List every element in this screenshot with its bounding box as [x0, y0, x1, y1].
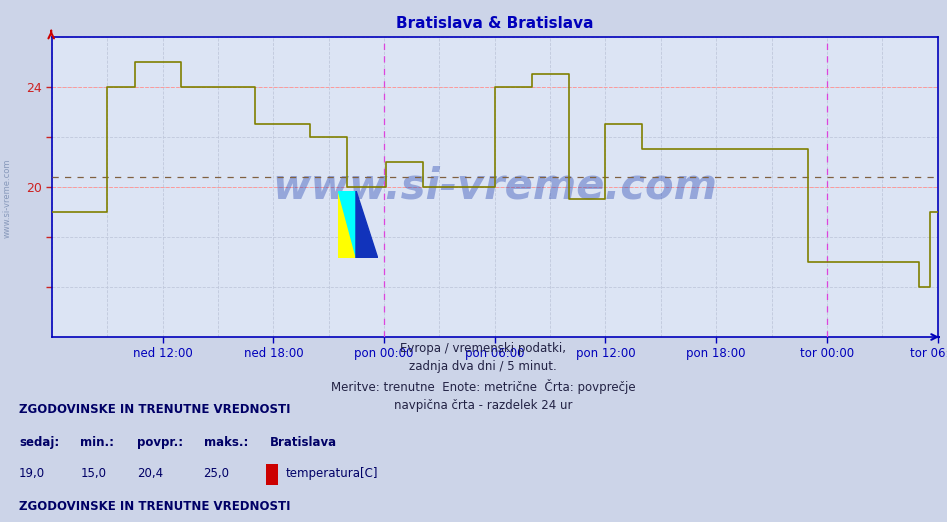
Polygon shape	[338, 191, 356, 258]
Text: temperatura[C]: temperatura[C]	[286, 467, 379, 480]
Polygon shape	[356, 191, 378, 258]
Bar	[266, 465, 278, 485]
Text: povpr.:: povpr.:	[137, 436, 184, 449]
Text: 15,0: 15,0	[80, 467, 106, 480]
Text: Bratislava: Bratislava	[270, 436, 337, 449]
Text: www.si-vreme.com: www.si-vreme.com	[3, 159, 12, 238]
Text: maks.:: maks.:	[204, 436, 248, 449]
Title: Bratislava & Bratislava: Bratislava & Bratislava	[396, 16, 594, 31]
Text: sedaj:: sedaj:	[19, 436, 60, 449]
Text: ZGODOVINSKE IN TRENUTNE VREDNOSTI: ZGODOVINSKE IN TRENUTNE VREDNOSTI	[19, 403, 291, 416]
Text: 25,0: 25,0	[204, 467, 229, 480]
Text: ZGODOVINSKE IN TRENUTNE VREDNOSTI: ZGODOVINSKE IN TRENUTNE VREDNOSTI	[19, 500, 291, 513]
Text: 19,0: 19,0	[19, 467, 45, 480]
Text: 20,4: 20,4	[137, 467, 164, 480]
Polygon shape	[338, 191, 356, 258]
Text: Evropa / vremenski podatki,
zadnja dva dni / 5 minut.
Meritve: trenutne  Enote: : Evropa / vremenski podatki, zadnja dva d…	[331, 342, 635, 412]
Text: min.:: min.:	[80, 436, 115, 449]
Text: www.si-vreme.com: www.si-vreme.com	[273, 165, 717, 208]
